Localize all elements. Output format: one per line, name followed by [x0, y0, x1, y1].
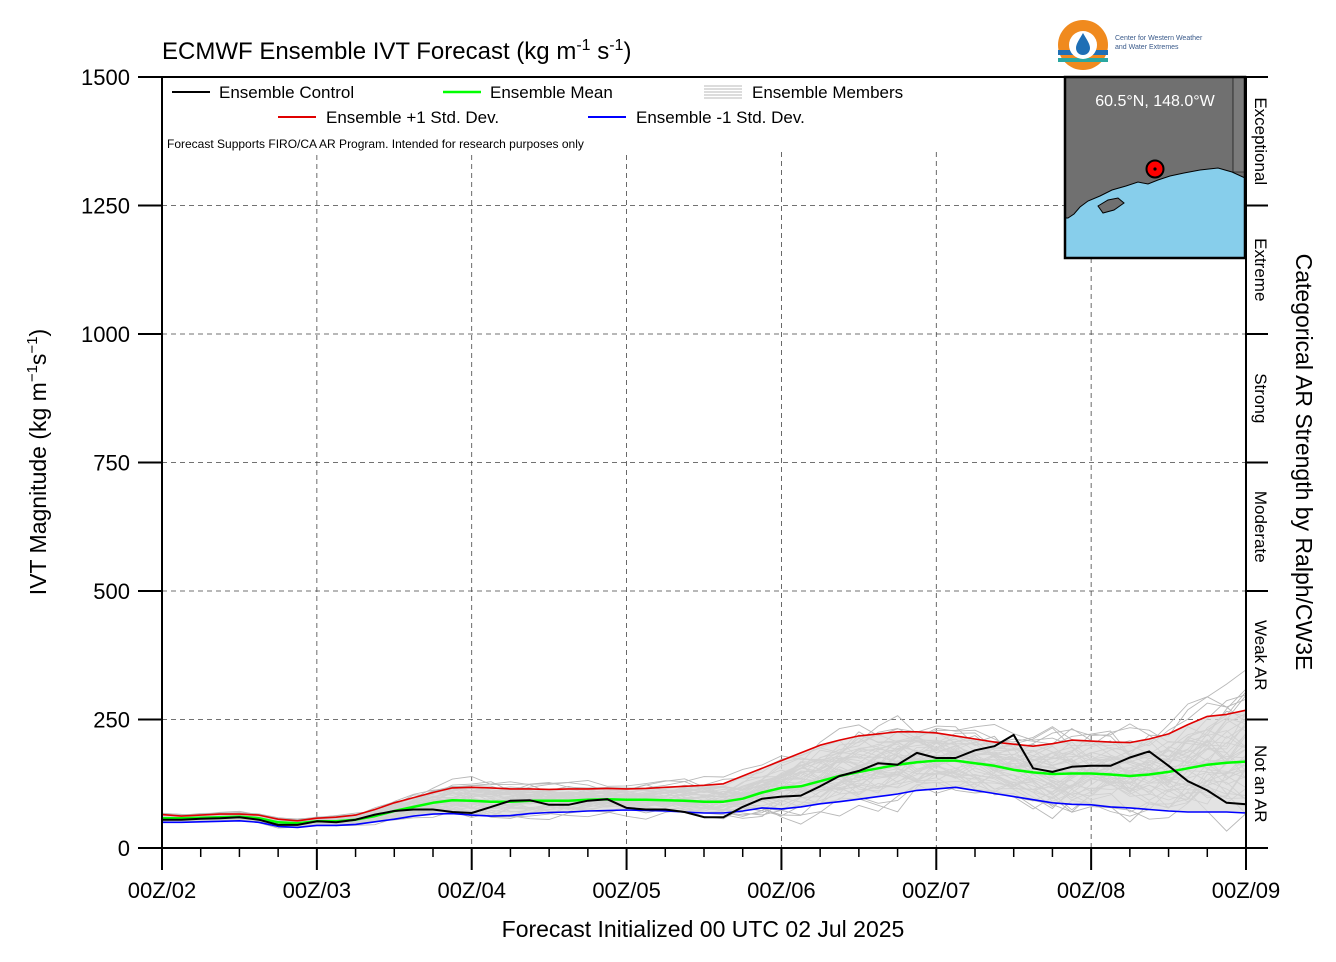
chart-title: ECMWF Ensemble IVT Forecast (kg m-1 s-1) [162, 37, 631, 65]
ensemble-spread [162, 710, 1246, 828]
legend-plus-std: Ensemble +1 Std. Dev. [326, 108, 499, 127]
inset-island [1097, 197, 1125, 214]
inset-frame [1063, 75, 1247, 260]
x-tick-label: 00Z/08 [1057, 878, 1126, 903]
ar-category-label: Extreme [1251, 238, 1270, 301]
series-plus-std-line [161, 709, 1247, 822]
y-tick-label: 1000 [81, 322, 130, 347]
location-inset-map: 60.5°N, 148.0°W [1063, 75, 1247, 260]
inset-land [1064, 76, 1246, 219]
right-axis-label: Categorical AR Strength by Ralph/CW3E [1291, 254, 1317, 671]
x-tick-label: 00Z/04 [437, 878, 506, 903]
legend-mean: Ensemble Mean [490, 83, 613, 102]
std-spread-band [162, 710, 1246, 828]
ar-category-label: Weak AR [1251, 620, 1270, 691]
y-tick-label: 1500 [81, 65, 130, 90]
y-tick-label: 500 [93, 579, 130, 604]
y-tick-label: 750 [93, 451, 130, 476]
legend-swatch-members [704, 85, 742, 99]
x-tick-label: 00Z/09 [1212, 878, 1281, 903]
ar-category-label: Exceptional [1251, 97, 1270, 185]
ar-category-label: Not an AR [1251, 745, 1270, 823]
y-tick-label: 0 [118, 836, 130, 861]
series-control-line [162, 733, 1247, 826]
x-tick-label: 00Z/06 [747, 878, 816, 903]
tick-labels: 0 250 500 750 1000 1250 1500 00Z/02 00Z/03 00Z/04… [81, 65, 1280, 903]
y-tick-label: 1250 [81, 194, 130, 219]
series-lines [161, 709, 1247, 829]
x-axis-label: Forecast Initialized 00 UTC 02 Jul 2025 [502, 916, 905, 942]
legend-members: Ensemble Members [752, 83, 903, 102]
logo-text-line2: and Water Extremes [1115, 44, 1179, 51]
legend-minus-std: Ensemble -1 Std. Dev. [636, 108, 805, 127]
location-marker-dot [1153, 167, 1157, 171]
cw3e-logo: Center for Western Weather and Water Ext… [1058, 20, 1203, 70]
ar-categories: Not an AR Weak AR Moderate Strong Extreme Exc… [1251, 97, 1270, 822]
x-tick-label: 00Z/07 [902, 878, 971, 903]
series-minus-std-line [162, 786, 1247, 829]
ar-category-label: Moderate [1251, 491, 1270, 563]
legend-control: Ensemble Control [219, 83, 354, 102]
inset-location-label: 60.5°N, 148.0°W [1095, 93, 1215, 110]
inset-border [1232, 76, 1246, 173]
disclaimer-note: Forecast Supports FIRO/CA AR Program. In… [167, 137, 584, 151]
water-drop-icon [1076, 33, 1090, 55]
x-tick-label: 00Z/03 [283, 878, 352, 903]
x-tick-label: 00Z/05 [592, 878, 661, 903]
ar-category-label: Strong [1251, 373, 1270, 423]
y-axis-label: IVT Magnitude (kg m−1s−1) [24, 329, 51, 595]
grid-lines [162, 152, 1246, 848]
logo-text-line1: Center for Western Weather [1115, 35, 1203, 42]
x-tick-label: 00Z/02 [128, 878, 197, 903]
legend: Ensemble Control Ensemble Mean Ensemble … [172, 83, 903, 127]
y-tick-label: 250 [93, 708, 130, 733]
